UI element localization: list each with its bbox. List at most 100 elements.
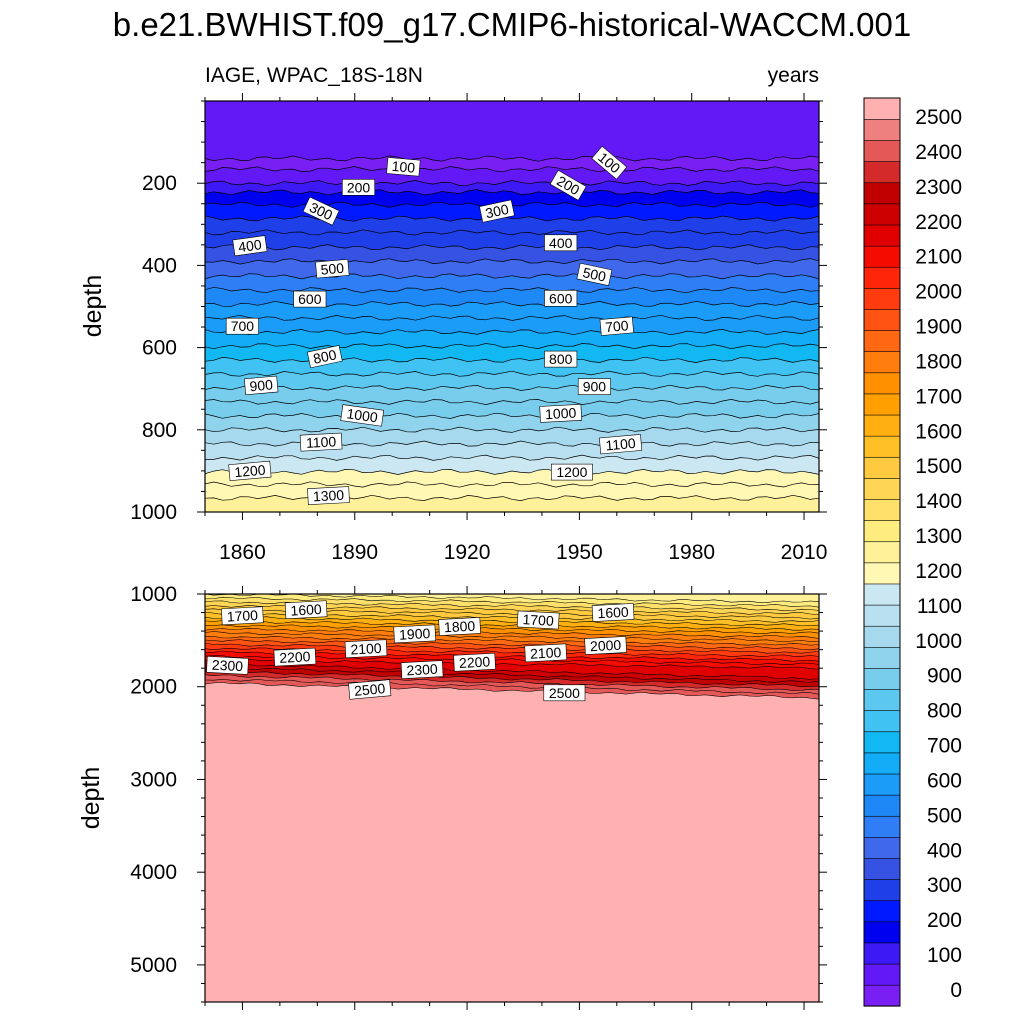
lower-contour-1950 — [205, 639, 819, 651]
upper-contour-850 — [205, 370, 819, 377]
upper-contour-label: 700 — [599, 316, 634, 336]
upper-contour-label-box — [244, 375, 279, 396]
colorbar-label: 1600 — [915, 420, 962, 443]
upper-contour-label-text: 200 — [347, 179, 371, 195]
lower-y-tick-label: 2000 — [130, 676, 177, 699]
colorbar-swatch — [863, 139, 901, 162]
lower-contour-label: 2200 — [453, 652, 496, 672]
colorbar-swatch — [863, 942, 901, 965]
colorbar-swatch — [863, 372, 901, 395]
upper-contour-label-text: 100 — [391, 158, 416, 176]
lower-y-tick-label: 4000 — [130, 861, 177, 884]
lower-contour-label-text: 2100 — [530, 644, 562, 662]
upper-contour-label-box — [293, 290, 327, 308]
lower-contour-2350 — [205, 670, 819, 688]
lower-contour-1400 — [205, 596, 819, 608]
colorbar-swatch — [863, 857, 901, 880]
colorbar-swatch — [863, 752, 901, 775]
lower-band-1350 — [205, 594, 819, 603]
colorbar-label: 1400 — [915, 490, 962, 513]
colorbar-label: 1000 — [915, 630, 962, 653]
lower-contour-label: 2300 — [206, 656, 249, 675]
upper-contour-label-text: 1000 — [545, 405, 577, 423]
upper-contour-label: 1100 — [299, 432, 343, 452]
lower-contour-label-text: 2100 — [350, 640, 382, 658]
lower-contour-label-box — [438, 617, 481, 636]
upper-contour-label-text: 700 — [231, 318, 255, 334]
colorbar-swatch — [863, 118, 901, 141]
upper-contour-label: 200 — [341, 179, 376, 196]
upper-contour-label-text: 1200 — [234, 462, 267, 481]
upper-contour-label: 500 — [315, 258, 350, 279]
lower-contour-1350 — [205, 594, 819, 603]
colorbar-swatch — [863, 562, 901, 585]
colorbar-label: 2400 — [915, 141, 962, 164]
lower-y-tick-label: 3000 — [130, 768, 177, 791]
upper-contour-1050 — [205, 426, 819, 433]
lower-contour-label: 2200 — [273, 647, 317, 667]
upper-contour-label-text: 500 — [581, 264, 607, 285]
upper-contour-label: 400 — [232, 235, 268, 257]
colorbar-swatch — [863, 351, 901, 374]
lower-contour-label-text: 2200 — [279, 648, 311, 666]
lower-contour-label-text: 1800 — [444, 618, 476, 636]
upper-contour-label: 800 — [544, 350, 578, 368]
colorbar-label: 2200 — [915, 211, 962, 234]
upper-contour-450 — [205, 258, 819, 265]
upper-contour-500 — [205, 273, 819, 280]
lower-contour-1800 — [205, 627, 819, 639]
upper-contour-label-box — [232, 235, 268, 257]
lower-contour-label-text: 1600 — [290, 601, 322, 619]
upper-y-tick-label: 400 — [142, 254, 177, 277]
upper-contour-label-text: 800 — [549, 351, 573, 367]
upper-contour-label-text: 300 — [484, 201, 510, 222]
colorbar-swatch — [863, 224, 901, 247]
colorbar-label: 600 — [927, 770, 962, 793]
lower-contour-label: 1800 — [438, 617, 481, 636]
chart-title: b.e21.BWHIST.f09_g17.CMIP6-historical-WA… — [113, 6, 911, 43]
colorbar-label: 500 — [927, 804, 962, 827]
upper-contour-label-box — [225, 317, 259, 335]
lower-y-tick-label: 5000 — [130, 954, 177, 977]
upper-contour-label-text: 1100 — [605, 435, 637, 454]
colorbar-label: 2300 — [915, 176, 962, 199]
upper-contour-label: 1200 — [551, 463, 593, 481]
lower-contour-label-text: 2500 — [353, 680, 386, 699]
lower-contour-label-box — [273, 647, 317, 667]
upper-x-tick-label: 2010 — [781, 541, 828, 564]
lower-contour-label-box — [543, 684, 586, 702]
colorbar-label: 2000 — [915, 281, 962, 304]
lower-contour-2250 — [205, 662, 819, 680]
upper-contour-label-box — [299, 432, 343, 452]
upper-contour-label-text: 900 — [249, 376, 274, 394]
lower-contour-label-text: 2300 — [212, 657, 244, 675]
colorbar-swatch — [863, 541, 901, 564]
upper-contour-1250 — [205, 481, 819, 488]
colorbar-swatch — [863, 266, 901, 289]
upper-contour-label: 800 — [306, 345, 343, 369]
lower-contour-label-box — [348, 679, 392, 700]
colorbar-label: 200 — [927, 909, 962, 932]
colorbar-swatch — [863, 456, 901, 479]
lower-panel-contour-labels: 1700 1600 1900 1800 1700 1600 2300 2200 2100 2300… — [206, 600, 635, 702]
colorbar-label: 100 — [927, 944, 962, 967]
lower-contour-2450 — [205, 679, 819, 695]
upper-panel-axes: 1860 1890 1920 1950 1980 2010 200 400 600 800 1000 — [130, 93, 827, 564]
lower-contour-2300 — [205, 666, 819, 683]
colorbar-label: 1900 — [915, 316, 962, 339]
upper-x-tick-label: 1860 — [219, 541, 266, 564]
upper-contour-350 — [205, 229, 819, 236]
lower-contour-label-box — [453, 652, 496, 672]
colorbar-swatch — [863, 984, 901, 1007]
upper-contour-label-box — [228, 460, 272, 481]
colorbar-swatch — [863, 900, 901, 923]
upper-band-1300 — [205, 495, 819, 512]
upper-contour-label-box — [544, 289, 578, 307]
upper-contour-1200 — [205, 468, 819, 475]
upper-contour-800 — [205, 356, 819, 363]
upper-contour-label: 700 — [225, 317, 259, 335]
lower-contour-1750 — [205, 624, 819, 635]
upper-contour-50 — [205, 155, 819, 162]
upper-contour-300 — [205, 215, 819, 222]
